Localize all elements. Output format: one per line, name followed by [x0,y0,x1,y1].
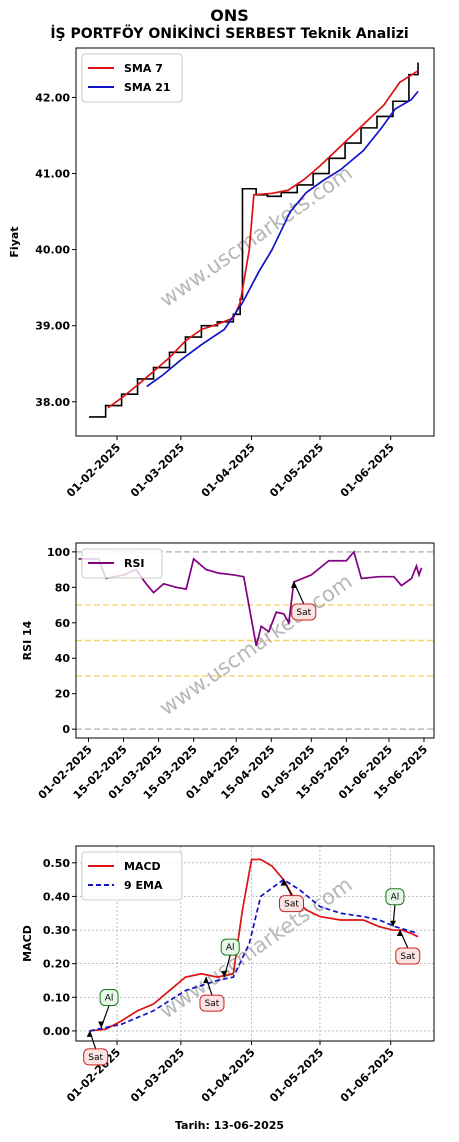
y-tick-label: 41.00 [35,168,70,181]
annotation-arrowhead [98,1021,105,1028]
chart-title: ONS [210,6,249,25]
buy-signal-label: Al [226,943,235,953]
y-tick-label: 38.00 [35,396,70,409]
y-tick-label: 40.00 [35,244,70,257]
y-tick-label: 100 [47,546,70,559]
price-point [136,378,139,380]
sell-signal-label: Sat [88,1053,103,1063]
price-point [200,324,203,327]
price-point [266,195,269,198]
price-point [88,416,91,418]
y-tick-label: 0.30 [43,924,70,937]
plot-frame [75,845,435,1042]
chart-subtitle: İŞ PORTFÖY ONİKİNCİ SERBEST Teknik Anali… [50,26,409,42]
price-point [152,366,155,369]
annotation-arrowhead [221,971,228,978]
annotation-badge [385,888,405,906]
y-tick-label: 40 [55,652,71,665]
y-axis-label: Fiyat [8,226,21,257]
annotation-arrowhead [280,879,287,886]
annotation-badge [291,603,317,621]
price-point [216,321,219,323]
y-tick-label: 0.40 [43,890,70,903]
rsi-panel: www.uscmarkets.com02040608010001-02-2025… [21,542,435,802]
annotation-arrowhead [396,930,403,937]
x-tick-label: 01-05-2025 [267,1046,326,1105]
y-tick-label: 0.20 [43,958,70,971]
annotation-arrowhead [86,1030,93,1037]
series-macd [89,858,419,1032]
y-tick-label: 0 [62,723,70,736]
annotation-badge [395,947,421,965]
annotation-arrowhead [202,977,209,984]
watermark: www.uscmarkets.com [155,161,356,312]
legend-label: SMA 21 [124,81,171,94]
buy-signal-label: Al [105,994,114,1004]
legend-label: 9 EMA [124,879,163,892]
plot-frame [75,542,435,739]
y-tick-label: 20 [55,688,71,701]
x-tick-label: 01-06-2025 [338,441,397,500]
annotation-badge [199,994,225,1012]
y-tick-label: 0.10 [43,991,70,1004]
legend-label: RSI [124,557,145,570]
legend-box [81,548,163,579]
x-tick-label: 01-03-2025 [128,441,187,500]
legend-label: SMA 7 [124,62,163,75]
x-tick-label: 01-04-2025 [199,441,258,500]
price-point [168,351,171,354]
x-tick-label: 01-05-2025 [267,441,326,500]
y-axis-label: MACD [21,925,34,962]
buy-signal-label: Al [391,893,400,903]
price-point [120,393,123,395]
price-point [241,187,244,190]
y-tick-label: 0.50 [43,857,70,870]
x-tick-label: 01-02-2025 [64,441,123,500]
annotation-badge [99,989,119,1007]
series-rsi [78,550,423,647]
y-tick-label: 42.00 [35,91,70,104]
price-point [104,404,107,407]
y-tick-label: 0.00 [43,1025,70,1038]
x-axis-date-label: Tarih: 13-06-2025 [174,1119,285,1132]
sell-signal-label: Sat [296,608,311,618]
annotation-badge [83,1048,109,1066]
price-point [184,336,187,338]
x-tick-label: 01-03-2025 [128,1046,187,1105]
y-tick-label: 60 [55,617,71,630]
y-axis-label: RSI 14 [21,620,34,660]
x-tick-label: 01-04-2025 [199,1046,258,1105]
price-point [408,73,410,76]
sell-signal-label: Sat [400,952,415,962]
sell-signal-label: Sat [205,999,220,1009]
series-sma-21 [146,90,419,388]
price-point [376,115,378,118]
y-tick-label: 80 [55,581,71,594]
sell-signal-label: Sat [284,900,299,910]
legend-box [81,851,183,901]
price-panel: www.uscmarkets.com 38.00 39.00 40.00 41.00 42… [8,47,435,500]
annotation-arrowhead [290,582,297,588]
annotation-badge [279,895,305,913]
legend-label: MACD [124,860,161,873]
series-sma-7 [107,70,419,409]
legend-box [81,53,183,103]
x-tick-label: 01-06-2025 [338,1046,397,1105]
annotation-badge [220,938,240,956]
price-point [417,62,419,65]
watermark: www.uscmarkets.com [155,872,356,1023]
macd-panel: www.uscmarkets.com 0.00 0.10 0.20 0.30 0.40 0.… [21,845,435,1105]
plot-frame [75,47,435,437]
price-point [392,100,394,103]
annotation-arrowhead [389,920,396,927]
y-tick-label: 39.00 [35,320,70,333]
